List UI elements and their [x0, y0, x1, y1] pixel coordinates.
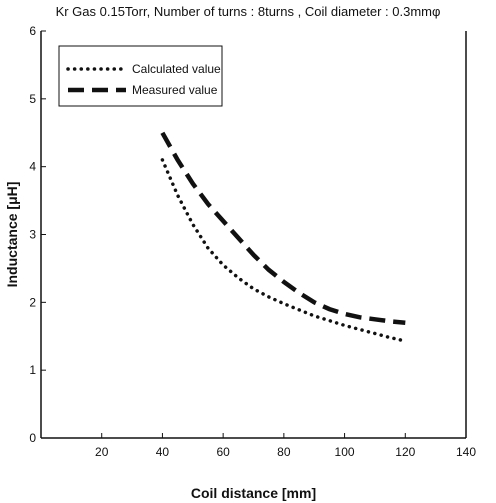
legend: Calculated value Measured value [58, 45, 223, 107]
series-line-calculated [160, 158, 408, 343]
y-axis-title: Inductance [μH] [4, 182, 20, 288]
x-tick-label: 140 [456, 445, 476, 459]
y-tick-label: 2 [29, 295, 36, 309]
x-tick-label: 60 [216, 445, 230, 459]
x-axis-title: Coil distance [mm] [191, 485, 316, 501]
y-tick-label: 6 [29, 24, 36, 38]
series-line-measured [160, 131, 406, 325]
legend-label-measured: Measured value [132, 83, 218, 97]
y-tick-label: 3 [29, 228, 36, 242]
chart-title: Kr Gas 0.15Torr, Number of turns : 8turn… [55, 4, 441, 19]
legend-box [58, 45, 223, 107]
x-tick-label: 20 [95, 445, 109, 459]
y-tick-label: 1 [29, 363, 36, 377]
tick-group: 20 40 60 80 100 120 140 0 1 2 3 4 5 6 [29, 24, 476, 459]
series-group [160, 131, 408, 343]
x-tick-label: 120 [395, 445, 415, 459]
y-tick-label: 4 [29, 160, 36, 174]
legend-label-calculated: Calculated value [132, 62, 221, 76]
y-tick-label: 5 [29, 92, 36, 106]
y-tick-label: 0 [29, 431, 36, 445]
x-tick-label: 40 [156, 445, 170, 459]
x-tick-label: 100 [335, 445, 355, 459]
x-tick-label: 80 [277, 445, 291, 459]
